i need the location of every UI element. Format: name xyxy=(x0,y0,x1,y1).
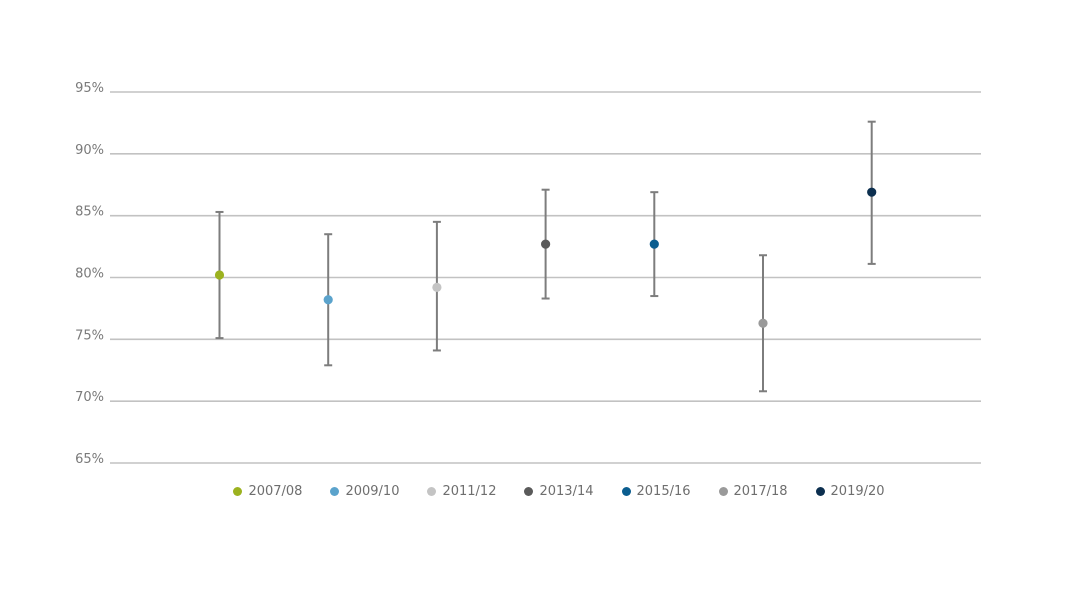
legend-label: 2011/12 xyxy=(442,484,497,499)
y-tick-label: 95% xyxy=(75,81,104,96)
data-point xyxy=(432,282,442,292)
legend-item: 2011/12 xyxy=(427,484,496,499)
legend-swatch xyxy=(427,487,437,496)
legend-label: 2013/14 xyxy=(539,484,594,499)
data-point xyxy=(541,239,551,249)
legend-swatch xyxy=(524,487,534,496)
legend-swatch xyxy=(330,487,340,496)
legend-item: 2015/16 xyxy=(621,484,691,499)
legend-label: 2007/08 xyxy=(248,484,303,499)
y-tick-label: 80% xyxy=(75,267,104,282)
data-points xyxy=(214,187,877,328)
y-tick-label: 70% xyxy=(75,390,104,405)
legend-item: 2017/18 xyxy=(718,484,788,499)
y-axis-tick-labels: 65% 70% 75% 80% 85% 90% 95% xyxy=(75,81,104,467)
data-point xyxy=(649,239,659,249)
legend-item: 2009/10 xyxy=(330,484,399,499)
legend-swatch xyxy=(621,487,631,496)
legend-swatch xyxy=(815,487,825,496)
legend-label: 2017/18 xyxy=(733,484,788,499)
data-point xyxy=(758,318,768,328)
y-tick-label: 90% xyxy=(75,143,104,158)
legend-label: 2009/10 xyxy=(345,484,400,499)
error-bars xyxy=(215,120,876,393)
data-point xyxy=(867,187,877,197)
data-point xyxy=(214,270,225,280)
legend-label: 2015/16 xyxy=(636,484,691,499)
y-tick-label: 75% xyxy=(75,328,104,343)
legend-swatch xyxy=(718,487,728,496)
legend-item: 2007/08 xyxy=(233,484,302,499)
legend-swatch xyxy=(233,487,243,496)
y-tick-label: 65% xyxy=(75,452,104,467)
legend-item: 2013/14 xyxy=(524,484,594,499)
legend: 2007/08 2009/10 2011/12 2013/14 2015/16 2017/… xyxy=(0,484,1080,499)
legend-item: 2019/20 xyxy=(815,484,885,499)
legend-label: 2019/20 xyxy=(830,484,885,499)
y-tick-label: 85% xyxy=(75,205,104,220)
data-point xyxy=(323,295,333,305)
